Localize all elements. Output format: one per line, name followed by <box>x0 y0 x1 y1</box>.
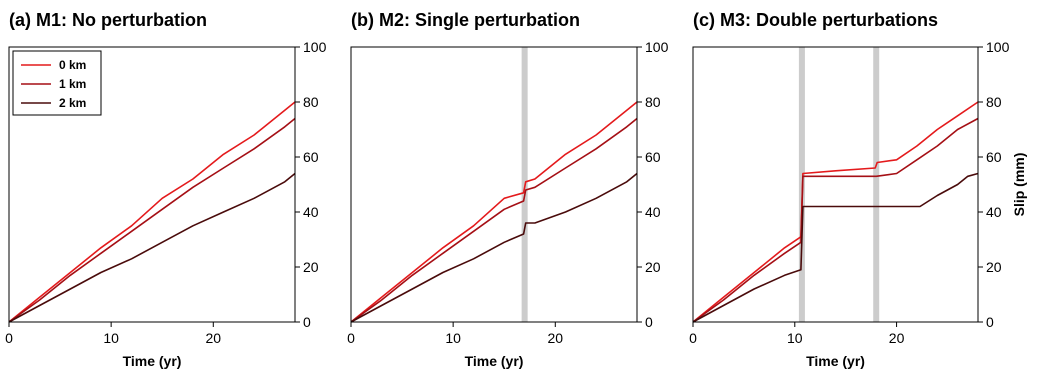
y-tick-label: 80 <box>303 94 319 110</box>
x-tick-label: 20 <box>205 330 221 346</box>
x-tick-label: 20 <box>889 330 905 346</box>
y-tick-label: 60 <box>303 149 319 165</box>
y-axis-label: Slip (mm) <box>1011 153 1027 217</box>
y-tick-label: 40 <box>303 204 319 220</box>
chart-title: (c) M3: Double perturbations <box>693 10 938 30</box>
chart-title: (a) M1: No perturbation <box>9 10 207 30</box>
y-tick-label: 100 <box>303 39 327 55</box>
y-tick-label: 20 <box>645 259 661 275</box>
plot-frame <box>8 46 296 323</box>
x-tick-label: 10 <box>787 330 803 346</box>
y-tick-label: 100 <box>645 39 669 55</box>
y-tick-label: 40 <box>645 204 661 220</box>
series-line-0-km <box>692 101 979 323</box>
x-tick-label: 0 <box>347 330 355 346</box>
y-tick-label: 80 <box>645 94 661 110</box>
y-tick-label: 0 <box>986 314 994 330</box>
y-tick-label: 0 <box>303 314 311 330</box>
legend-entry-label: 2 km <box>59 96 86 110</box>
plot-frame <box>692 46 979 323</box>
legend-entry-label: 0 km <box>59 58 86 72</box>
x-tick-label: 10 <box>103 330 119 346</box>
series-line-1-km <box>350 117 638 323</box>
perturbation-band <box>873 47 880 322</box>
y-tick-label: 40 <box>986 204 1002 220</box>
y-tick-label: 60 <box>986 149 1002 165</box>
y-tick-label: 100 <box>986 39 1010 55</box>
series-line-2-km <box>692 172 979 323</box>
legend-entry-label: 1 km <box>59 77 86 91</box>
x-tick-label: 20 <box>547 330 563 346</box>
series-line-0-km <box>8 101 296 323</box>
series-line-2-km <box>8 172 296 323</box>
x-tick-label: 0 <box>5 330 13 346</box>
chart-title: (b) M2: Single perturbation <box>351 10 580 30</box>
y-tick-label: 80 <box>986 94 1002 110</box>
series-line-1-km <box>8 117 296 323</box>
y-tick-label: 60 <box>645 149 661 165</box>
legend-box <box>12 50 102 116</box>
y-tick-label: 20 <box>986 259 1002 275</box>
x-tick-label: 10 <box>445 330 461 346</box>
series-line-1-km <box>692 117 979 323</box>
y-tick-label: 0 <box>645 314 653 330</box>
series-line-2-km <box>350 172 638 323</box>
x-axis-label: Time (yr) <box>806 353 865 369</box>
x-tick-label: 0 <box>689 330 697 346</box>
series-line-0-km <box>350 101 638 323</box>
chart-panel-0: 0 10 20 0 20 40 60 80 100 (a) M1: No perturbation… <box>5 10 326 369</box>
y-tick-label: 20 <box>303 259 319 275</box>
legend: 0 km 1 km 2 km <box>12 50 102 116</box>
chart-panel-1: 0 10 20 0 20 40 60 80 100 (b) M2: Single perturba… <box>347 10 668 369</box>
plot-frame <box>350 46 638 323</box>
chart-panel-2: 0 10 20 0 20 40 60 80 100 (c) M3: Double perturba… <box>689 10 1027 369</box>
x-axis-label: Time (yr) <box>465 353 524 369</box>
x-axis-label: Time (yr) <box>123 353 182 369</box>
